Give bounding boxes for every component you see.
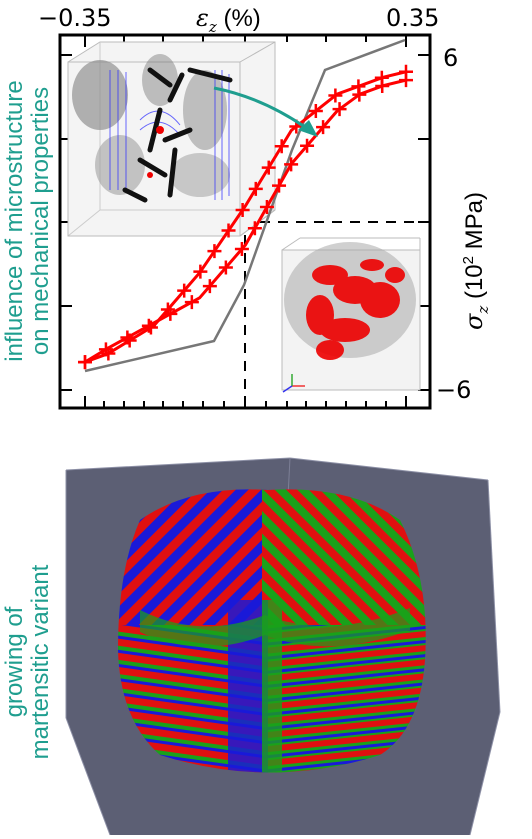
loop-marker: [316, 120, 331, 135]
envelope-curve: [84, 38, 406, 373]
loop-marker: [248, 181, 263, 196]
x-tick-min: −0.35: [38, 4, 112, 32]
loop-marker: [328, 88, 343, 103]
martensite-box: [65, 457, 501, 836]
x-axis-symbol: ε: [196, 4, 209, 32]
y-tick-max: 6: [443, 44, 459, 72]
loop-marker: [143, 320, 158, 335]
loop-marker: [160, 302, 175, 317]
loop-marker: [78, 355, 92, 370]
loop-marker: [218, 260, 233, 275]
loop-marker: [374, 70, 389, 85]
x-axis-unit: (%): [216, 5, 261, 32]
microstructure-annotation-line2: on mechanical properties: [27, 86, 54, 356]
y-axis-unit-pre: (10: [461, 264, 488, 306]
loop-marker: [399, 64, 413, 79]
hysteresis-loop: [78, 64, 413, 370]
loop-marker: [122, 333, 137, 348]
y-axis-symbol: σ: [460, 313, 488, 330]
loop-marker: [272, 178, 287, 193]
x-tick-max: 0.35: [386, 4, 440, 32]
growth-annotation-line1: growing of: [1, 606, 28, 718]
microstructure-annotation-line1: influence of microstructure: [1, 80, 28, 362]
axis-triad-icon: [282, 374, 305, 393]
loop-marker: [177, 283, 192, 298]
loop-marker: [184, 295, 199, 310]
y-axis-sub: z: [473, 305, 492, 314]
loop-marker: [235, 202, 250, 217]
loop-marker: [247, 221, 262, 236]
loop-marker: [234, 241, 249, 256]
loop-marker: [207, 244, 222, 259]
loop-marker: [259, 199, 274, 214]
loop-marker: [193, 264, 208, 279]
variant-inset: [281, 237, 421, 393]
loop-marker: [202, 279, 217, 294]
y-tick-min: −6: [436, 376, 472, 404]
loop-marker: [284, 157, 299, 172]
loop-marker: [221, 223, 236, 238]
loop-marker: [274, 139, 289, 154]
loop-marker: [332, 102, 347, 117]
loop-marker: [101, 346, 116, 361]
loop-marker: [261, 160, 276, 175]
loop-marker: [308, 103, 323, 118]
x-axis-sub: z: [208, 17, 217, 36]
growth-annotation-line2: martensitic variant: [27, 564, 54, 760]
x-axis-title: εz (%): [196, 4, 261, 36]
y-axis-unit-post: MPa): [461, 191, 488, 256]
loop-marker: [300, 138, 315, 153]
y-axis-title: σz (102 MPa): [456, 100, 496, 330]
loop-branch-1: [84, 70, 407, 364]
y-axis-unit-sup: 2: [460, 256, 477, 265]
microstructure-annotation: influence of microstructure on mechanica…: [1, 62, 54, 380]
loop-marker: [351, 79, 366, 94]
pointer-arrow: [213, 86, 318, 137]
left-ticks: [60, 54, 430, 391]
growth-annotation: growing of martensitic variant: [1, 562, 54, 762]
